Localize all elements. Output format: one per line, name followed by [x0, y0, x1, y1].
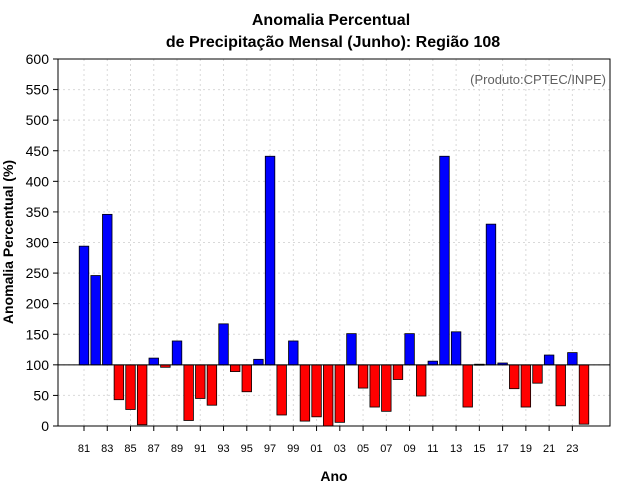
bar-1995 [241, 364, 252, 393]
y-tick-label: 50 [33, 387, 49, 403]
x-axis-label: Ano [320, 468, 347, 484]
x-tick-label: 23 [566, 443, 578, 455]
x-tick-label: 87 [148, 443, 160, 455]
bar-2002 [323, 364, 334, 427]
bar-2001 [311, 364, 322, 418]
chart-title-line2: de Precipitação Mensal (Junho): Região 1… [166, 34, 500, 51]
bar-1986 [136, 364, 148, 426]
x-tick-label: 83 [101, 443, 113, 455]
x-tick-label: 09 [403, 443, 415, 455]
bar-1989 [171, 340, 183, 366]
x-tick-label: 97 [264, 443, 276, 455]
bar-1990 [183, 364, 194, 421]
chart-title-line1: Anomalia Percentual [252, 12, 410, 29]
bar-1994 [229, 364, 241, 372]
bar-1996 [253, 358, 264, 366]
x-tick-label: 19 [520, 443, 532, 455]
x-tick-label: 17 [496, 443, 508, 455]
x-tick-label: 81 [78, 443, 90, 455]
bar-1984 [113, 364, 125, 401]
bar-2013 [450, 331, 462, 366]
bar-2016 [485, 223, 497, 366]
bar-2003 [334, 364, 345, 423]
x-tick-label: 85 [124, 443, 136, 455]
x-tick-label: 93 [217, 443, 229, 455]
y-tick-label: 450 [26, 143, 50, 159]
bar-1991 [195, 364, 206, 399]
x-tick-label: 15 [473, 443, 485, 455]
bar-2022 [555, 364, 566, 407]
bar-2000 [299, 364, 311, 422]
y-tick-label: 250 [26, 265, 50, 281]
y-tick-label: 0 [41, 418, 49, 434]
y-axis-ticks: 0 50 100 150 200 250 300 350 400 450 500 550 600 [26, 51, 58, 434]
bar-1981 [78, 245, 90, 366]
bar-1987 [148, 357, 159, 366]
x-tick-label: 07 [380, 443, 392, 455]
x-tick-label: 89 [171, 443, 183, 455]
x-tick-label: 05 [357, 443, 369, 455]
bar-1997 [264, 155, 276, 366]
bar-2014 [462, 364, 473, 408]
y-tick-label: 400 [26, 173, 50, 189]
bar-2019 [520, 364, 532, 408]
x-tick-label: 91 [194, 443, 206, 455]
bar-2006 [369, 364, 380, 408]
x-tick-label: 13 [450, 443, 462, 455]
bar-2007 [381, 364, 392, 412]
chart-annotation: (Produto:CPTEC/INPE) [470, 72, 606, 87]
y-tick-label: 300 [26, 235, 50, 251]
bar-1993 [218, 323, 229, 366]
bar-1985 [125, 364, 136, 410]
y-tick-label: 500 [26, 112, 50, 128]
bar-2018 [509, 364, 520, 390]
bars [78, 155, 590, 427]
x-tick-label: 11 [427, 443, 438, 455]
bar-2023 [567, 352, 578, 366]
x-axis-ticks: 81 83 85 87 89 91 93 95 97 99 01 03 05 07 09 11 13 15 17 19… [78, 426, 578, 455]
bar-2011 [427, 360, 439, 366]
bar-2008 [392, 364, 404, 380]
bar-1998 [276, 364, 287, 416]
y-tick-label: 600 [26, 51, 50, 67]
bar-2012 [439, 155, 450, 366]
y-tick-label: 200 [26, 296, 50, 312]
bar-1999 [288, 340, 299, 366]
bar-1983 [102, 213, 113, 366]
bar-2020 [532, 364, 543, 384]
x-tick-label: 21 [543, 443, 555, 455]
y-axis-label: Anomalia Percentual (%) [0, 160, 16, 324]
bar-2009 [404, 333, 415, 366]
y-tick-label: 150 [26, 326, 50, 342]
y-tick-label: 550 [26, 82, 50, 98]
bar-2024 [578, 364, 590, 425]
y-tick-label: 350 [26, 204, 50, 220]
x-tick-label: 95 [241, 443, 253, 455]
bar-2005 [357, 364, 369, 389]
bar-1992 [206, 364, 218, 406]
y-tick-label: 100 [26, 357, 50, 373]
bar-1982 [90, 275, 101, 366]
bar-2021 [543, 354, 555, 366]
x-tick-label: 99 [287, 443, 299, 455]
x-tick-label: 01 [310, 443, 322, 455]
bar-2010 [416, 364, 427, 397]
x-tick-label: 03 [334, 443, 346, 455]
bar-2004 [346, 333, 357, 366]
